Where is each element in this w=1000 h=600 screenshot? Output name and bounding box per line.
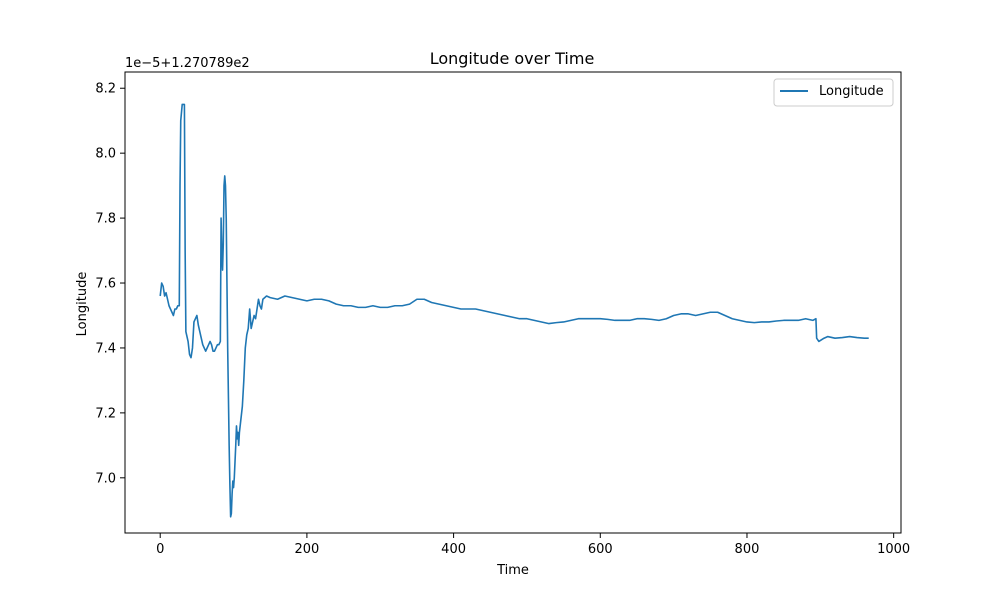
legend-box	[773, 78, 894, 107]
legend-label-longitude: Longitude	[819, 84, 884, 99]
y-axis-ticks: 7.0 7.2 7.4 7.6 7.8 8.0 8.2	[95, 82, 125, 486]
x-tick-label: 200	[294, 542, 319, 557]
x-tick-label: 400	[441, 542, 466, 557]
y-offset-text: 1e−5+1.270789e2	[125, 56, 250, 71]
x-tick-label: 800	[735, 542, 760, 557]
x-tick-label: 1000	[877, 542, 910, 557]
series-layer	[159, 103, 869, 518]
legend: Longitude	[773, 78, 894, 107]
x-axis-ticks: 0 200 400 600 800 1000	[156, 533, 910, 557]
series-line-longitude	[159, 103, 869, 518]
chart-title: Longitude over Time	[430, 49, 595, 68]
x-axis-label: Time	[496, 563, 529, 578]
y-axis-label: Longitude	[75, 272, 90, 337]
y-tick-label: 8.2	[95, 82, 116, 97]
x-tick-label: 0	[156, 542, 164, 557]
plot-area	[124, 71, 902, 534]
y-tick-label: 8.0	[95, 147, 116, 162]
axes-frame	[124, 71, 902, 534]
y-tick-label: 7.4	[95, 341, 116, 356]
y-tick-label: 7.2	[95, 406, 116, 421]
y-tick-label: 7.6	[95, 277, 116, 292]
x-tick-label: 600	[588, 542, 613, 557]
y-tick-label: 7.0	[95, 471, 116, 486]
y-tick-label: 7.8	[95, 212, 116, 227]
